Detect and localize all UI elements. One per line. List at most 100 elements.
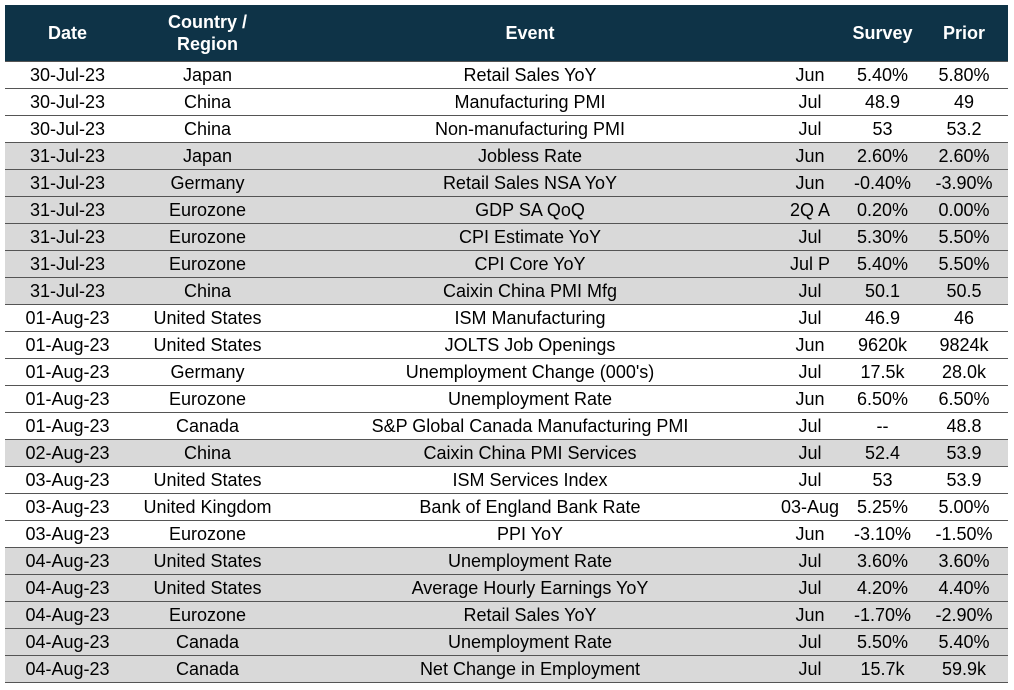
table-cell: Jun (775, 61, 845, 89)
table-cell: 5.80% (920, 61, 1008, 89)
table-cell: Germany (130, 358, 285, 386)
table-cell: Unemployment Rate (285, 385, 775, 413)
table-cell: 53 (845, 115, 920, 143)
table-cell: 3.60% (845, 547, 920, 575)
table-row: 31-Jul-23 Germany Retail Sales NSA YoY Jun -… (5, 169, 1008, 197)
table-cell: 5.30% (845, 223, 920, 251)
table-cell: Canada (130, 655, 285, 683)
table-cell: United States (130, 466, 285, 494)
table-cell: 03-Aug-23 (5, 466, 130, 494)
table-row: 30-Jul-23 Japan Retail Sales YoY Jun 5.40% 5.… (5, 61, 1008, 89)
table-row: 04-Aug-23 Canada Net Change in Employment J… (5, 655, 1008, 683)
table-row: 30-Jul-23 China Manufacturing PMI Jul 48.9 49 (5, 88, 1008, 116)
table-cell: 31-Jul-23 (5, 169, 130, 197)
table-cell: 53.9 (920, 439, 1008, 467)
table-cell: Retail Sales YoY (285, 601, 775, 629)
table-cell: 30-Jul-23 (5, 115, 130, 143)
table-cell: 02-Aug-23 (5, 439, 130, 467)
table-cell: 52.4 (845, 439, 920, 467)
table-cell: 50.1 (845, 277, 920, 305)
table-cell: 4.20% (845, 574, 920, 602)
table-cell: 31-Jul-23 (5, 196, 130, 224)
table-row: 02-Aug-23 China Caixin China PMI Services J… (5, 439, 1008, 467)
table-cell: Jun (775, 142, 845, 170)
table-cell: Manufacturing PMI (285, 88, 775, 116)
table-cell: Jul (775, 412, 845, 440)
header-cell: Country / Region (130, 5, 285, 62)
table-cell: Eurozone (130, 196, 285, 224)
table-row: 01-Aug-23 United States JOLTS Job Openings… (5, 331, 1008, 359)
header-cell: Prior (920, 5, 1008, 62)
table-cell: United Kingdom (130, 493, 285, 521)
table-cell: ISM Services Index (285, 466, 775, 494)
table-cell: 04-Aug-23 (5, 574, 130, 602)
table-cell: Jun (775, 385, 845, 413)
table-cell: Jun (775, 169, 845, 197)
table-row: 04-Aug-23 Eurozone Retail Sales YoY Jun -1.7… (5, 601, 1008, 629)
table-cell: 03-Aug-23 (5, 520, 130, 548)
table-row: 03-Aug-23 Eurozone PPI YoY Jun -3.10% -1.50% (5, 520, 1008, 548)
table-cell: -0.40% (845, 169, 920, 197)
header-cell: Event (285, 5, 775, 62)
table-cell: Eurozone (130, 223, 285, 251)
table-cell: 5.50% (920, 250, 1008, 278)
table-row: 31-Jul-23 Eurozone CPI Estimate YoY Jul 5.30… (5, 223, 1008, 251)
table-cell: Unemployment Rate (285, 628, 775, 656)
table-row: 01-Aug-23 United States ISM Manufacturing J… (5, 304, 1008, 332)
table-cell: Jul (775, 547, 845, 575)
table-cell: Canada (130, 412, 285, 440)
table-cell: Jobless Rate (285, 142, 775, 170)
table-cell: 6.50% (845, 385, 920, 413)
table-cell: Caixin China PMI Services (285, 439, 775, 467)
calendar-table: Date Country / Region Event Survey Prior… (5, 5, 1008, 683)
table-cell: 48.9 (845, 88, 920, 116)
table-cell: Jul (775, 574, 845, 602)
table-body: 30-Jul-23 Japan Retail Sales YoY Jun 5.40% 5.… (5, 61, 1008, 683)
table-cell: Jun (775, 601, 845, 629)
table-cell: -3.10% (845, 520, 920, 548)
table-cell: Jun (775, 520, 845, 548)
table-cell: Jul (775, 88, 845, 116)
table-cell: 04-Aug-23 (5, 628, 130, 656)
table-cell: United States (130, 547, 285, 575)
table-cell: 03-Aug-23 (5, 493, 130, 521)
table-cell: 30-Jul-23 (5, 61, 130, 89)
table-cell: 5.40% (845, 250, 920, 278)
table-cell: United States (130, 574, 285, 602)
table-cell: Retail Sales YoY (285, 61, 775, 89)
table-cell: 46.9 (845, 304, 920, 332)
table-cell: 01-Aug-23 (5, 385, 130, 413)
table-cell: China (130, 277, 285, 305)
table-cell: 2.60% (920, 142, 1008, 170)
table-cell: Unemployment Rate (285, 547, 775, 575)
table-cell: Jul (775, 466, 845, 494)
table-cell: 50.5 (920, 277, 1008, 305)
table-cell: 31-Jul-23 (5, 250, 130, 278)
table-cell: Bank of England Bank Rate (285, 493, 775, 521)
table-cell: Net Change in Employment (285, 655, 775, 683)
table-cell: ISM Manufacturing (285, 304, 775, 332)
table-cell: 48.8 (920, 412, 1008, 440)
table-cell: 01-Aug-23 (5, 331, 130, 359)
table-cell: China (130, 88, 285, 116)
table-cell: 0.00% (920, 196, 1008, 224)
table-cell: Jul (775, 115, 845, 143)
table-cell: 5.00% (920, 493, 1008, 521)
table-cell: GDP SA QoQ (285, 196, 775, 224)
table-cell: 03-Aug (775, 493, 845, 521)
table-cell: Jul (775, 277, 845, 305)
table-header: Date Country / Region Event Survey Prior (5, 5, 1008, 62)
table-cell: Non-manufacturing PMI (285, 115, 775, 143)
table-row: 31-Jul-23 Japan Jobless Rate Jun 2.60% 2.60% (5, 142, 1008, 170)
table-cell: 53 (845, 466, 920, 494)
table-cell: JOLTS Job Openings (285, 331, 775, 359)
table-cell: 31-Jul-23 (5, 277, 130, 305)
table-cell: Jul (775, 628, 845, 656)
table-cell: Eurozone (130, 385, 285, 413)
table-row: 31-Jul-23 Eurozone GDP SA QoQ 2Q A 0.20% 0.00… (5, 196, 1008, 224)
table-cell: 6.50% (920, 385, 1008, 413)
table-cell: Jul P (775, 250, 845, 278)
table-cell: United States (130, 304, 285, 332)
table-cell: Jul (775, 223, 845, 251)
